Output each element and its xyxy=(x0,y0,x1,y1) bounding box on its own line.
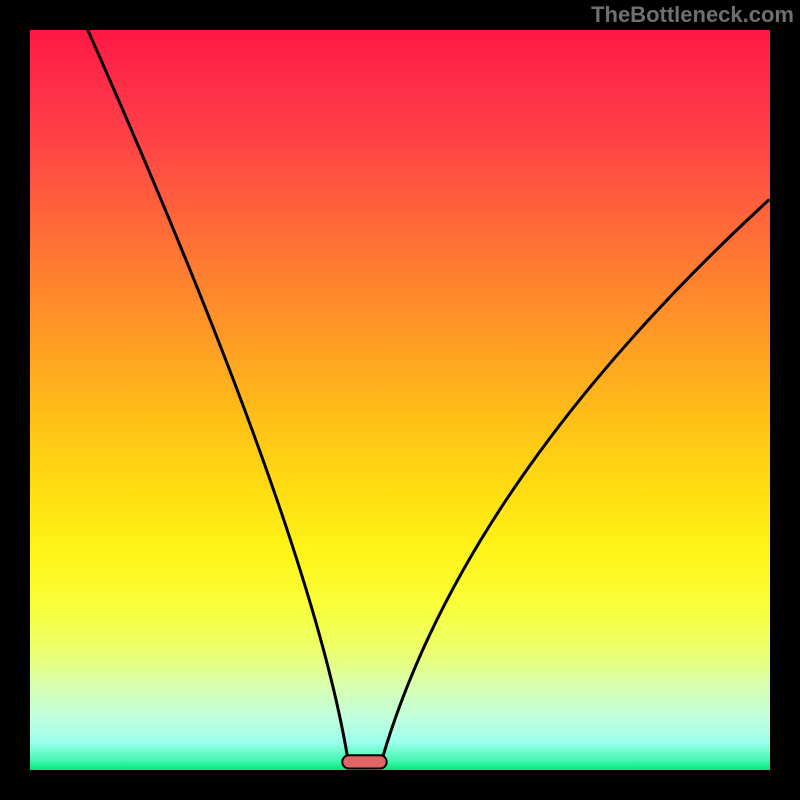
watermark-text: TheBottleneck.com xyxy=(591,2,794,28)
plot-gradient-background xyxy=(30,30,770,770)
optimum-marker xyxy=(342,755,386,768)
chart-container: { "watermark": { "text": "TheBottleneck.… xyxy=(0,0,800,800)
bottleneck-chart-svg xyxy=(0,0,800,800)
